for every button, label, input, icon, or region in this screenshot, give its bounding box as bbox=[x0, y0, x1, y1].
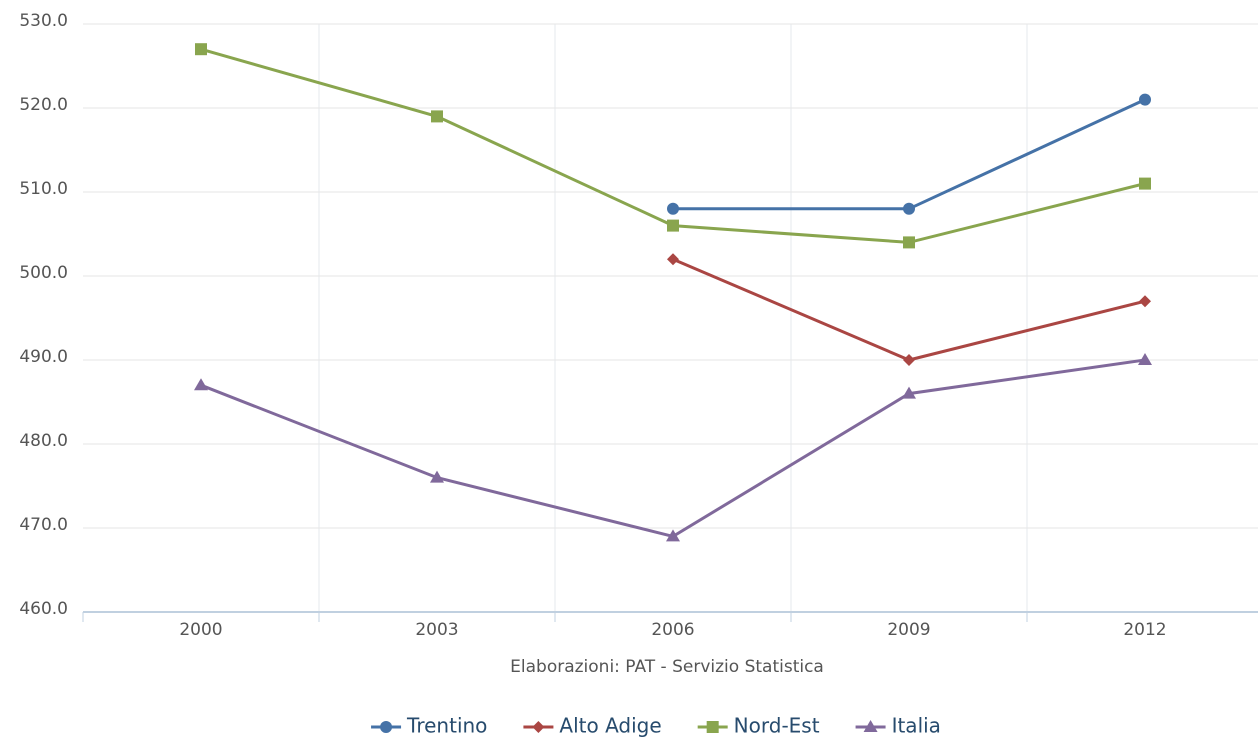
marker bbox=[1139, 93, 1151, 106]
legend-label: Trentino bbox=[406, 714, 487, 738]
marker bbox=[667, 219, 679, 232]
marker bbox=[666, 529, 680, 542]
marker bbox=[431, 110, 443, 123]
marker bbox=[902, 386, 916, 399]
legend: Trentino Alto Adige Nord-Est Italia bbox=[371, 714, 941, 738]
x-tick-label: 2003 bbox=[415, 620, 458, 640]
x-tick-label: 2009 bbox=[887, 620, 930, 640]
series-line bbox=[672, 257, 1146, 362]
marker bbox=[1139, 177, 1151, 190]
marker bbox=[532, 721, 545, 733]
y-tick-label: 500.0 bbox=[19, 263, 68, 283]
y-tick-label: 520.0 bbox=[19, 95, 68, 115]
legend-label: Italia bbox=[892, 714, 941, 738]
marker bbox=[903, 236, 915, 249]
x-tick-label: 2000 bbox=[179, 620, 222, 640]
x-tick-label: 2006 bbox=[651, 620, 694, 640]
series-line bbox=[200, 358, 1146, 539]
marker bbox=[863, 720, 878, 732]
marker bbox=[667, 253, 679, 266]
marker bbox=[706, 721, 719, 733]
marker bbox=[380, 721, 393, 733]
marker bbox=[1139, 295, 1151, 308]
marker bbox=[430, 470, 444, 483]
y-tick-label: 530.0 bbox=[19, 11, 68, 31]
y-tick-label: 460.0 bbox=[19, 599, 68, 619]
legend-label: Nord-Est bbox=[734, 714, 820, 738]
y-tick-label: 470.0 bbox=[19, 515, 68, 535]
caption: Elaborazioni: PAT - Servizio Statistica bbox=[510, 657, 824, 677]
y-tick-label: 510.0 bbox=[19, 179, 68, 199]
marker bbox=[194, 378, 208, 391]
marker bbox=[1138, 353, 1152, 365]
y-tick-label: 490.0 bbox=[19, 347, 68, 367]
legend-label: Alto Adige bbox=[559, 714, 661, 738]
marker bbox=[195, 43, 207, 56]
marker bbox=[903, 354, 915, 366]
x-tick-label: 2012 bbox=[1123, 620, 1166, 640]
marker bbox=[903, 202, 915, 215]
marker bbox=[667, 202, 679, 215]
y-tick-label: 480.0 bbox=[19, 431, 68, 451]
